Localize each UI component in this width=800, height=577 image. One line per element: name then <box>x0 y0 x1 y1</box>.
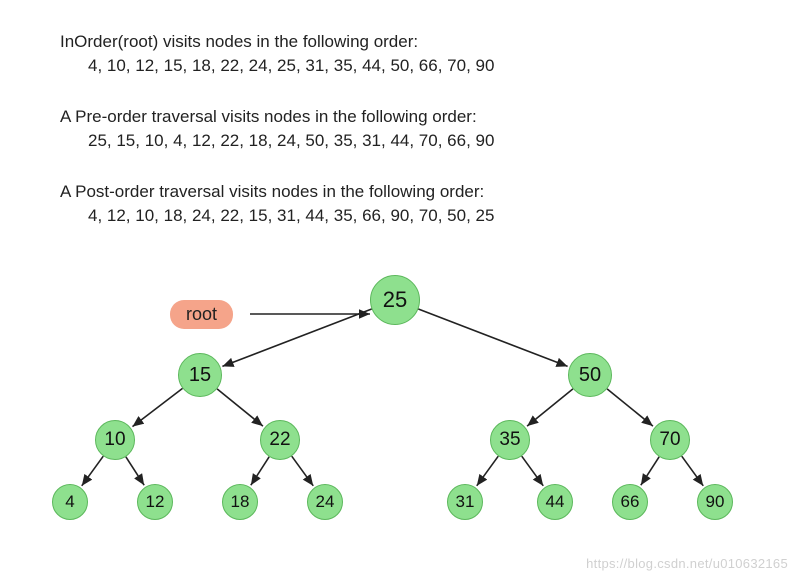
tree-node-35: 35 <box>490 420 530 460</box>
tree-edge <box>418 309 567 366</box>
tree-edge <box>132 388 182 426</box>
postorder-heading: A Post-order traversal visits nodes in t… <box>60 180 494 204</box>
inorder-heading: InOrder(root) visits nodes in the follow… <box>60 30 494 54</box>
tree-node-15: 15 <box>178 353 222 397</box>
tree-diagram: root 25155010223570412182431446690 <box>0 280 800 560</box>
tree-edge <box>527 389 573 426</box>
tree-node-50: 50 <box>568 353 612 397</box>
tree-edge <box>607 389 653 426</box>
postorder-values: 4, 12, 10, 18, 24, 22, 15, 31, 44, 35, 6… <box>60 204 494 228</box>
inorder-values: 4, 10, 12, 15, 18, 22, 24, 25, 31, 35, 4… <box>60 54 494 78</box>
tree-edge <box>682 456 704 486</box>
tree-node-25: 25 <box>370 275 420 325</box>
tree-edge <box>82 456 104 486</box>
tree-node-90: 90 <box>697 484 733 520</box>
tree-edge <box>522 456 544 486</box>
tree-edge <box>222 309 371 366</box>
preorder-values: 25, 15, 10, 4, 12, 22, 18, 24, 50, 35, 3… <box>60 129 494 153</box>
preorder-heading: A Pre-order traversal visits nodes in th… <box>60 105 494 129</box>
tree-edge <box>641 457 659 485</box>
tree-edge <box>217 389 263 426</box>
tree-node-4: 4 <box>52 484 88 520</box>
root-label-tag: root <box>170 300 233 329</box>
tree-node-70: 70 <box>650 420 690 460</box>
tree-node-66: 66 <box>612 484 648 520</box>
tree-node-12: 12 <box>137 484 173 520</box>
tree-node-10: 10 <box>95 420 135 460</box>
tree-node-31: 31 <box>447 484 483 520</box>
tree-node-22: 22 <box>260 420 300 460</box>
tree-edge <box>126 457 144 485</box>
tree-node-44: 44 <box>537 484 573 520</box>
tree-edge <box>477 456 499 486</box>
tree-edge <box>251 457 269 485</box>
watermark-text: https://blog.csdn.net/u010632165 <box>586 556 788 571</box>
tree-edge <box>292 456 314 486</box>
tree-node-18: 18 <box>222 484 258 520</box>
tree-node-24: 24 <box>307 484 343 520</box>
